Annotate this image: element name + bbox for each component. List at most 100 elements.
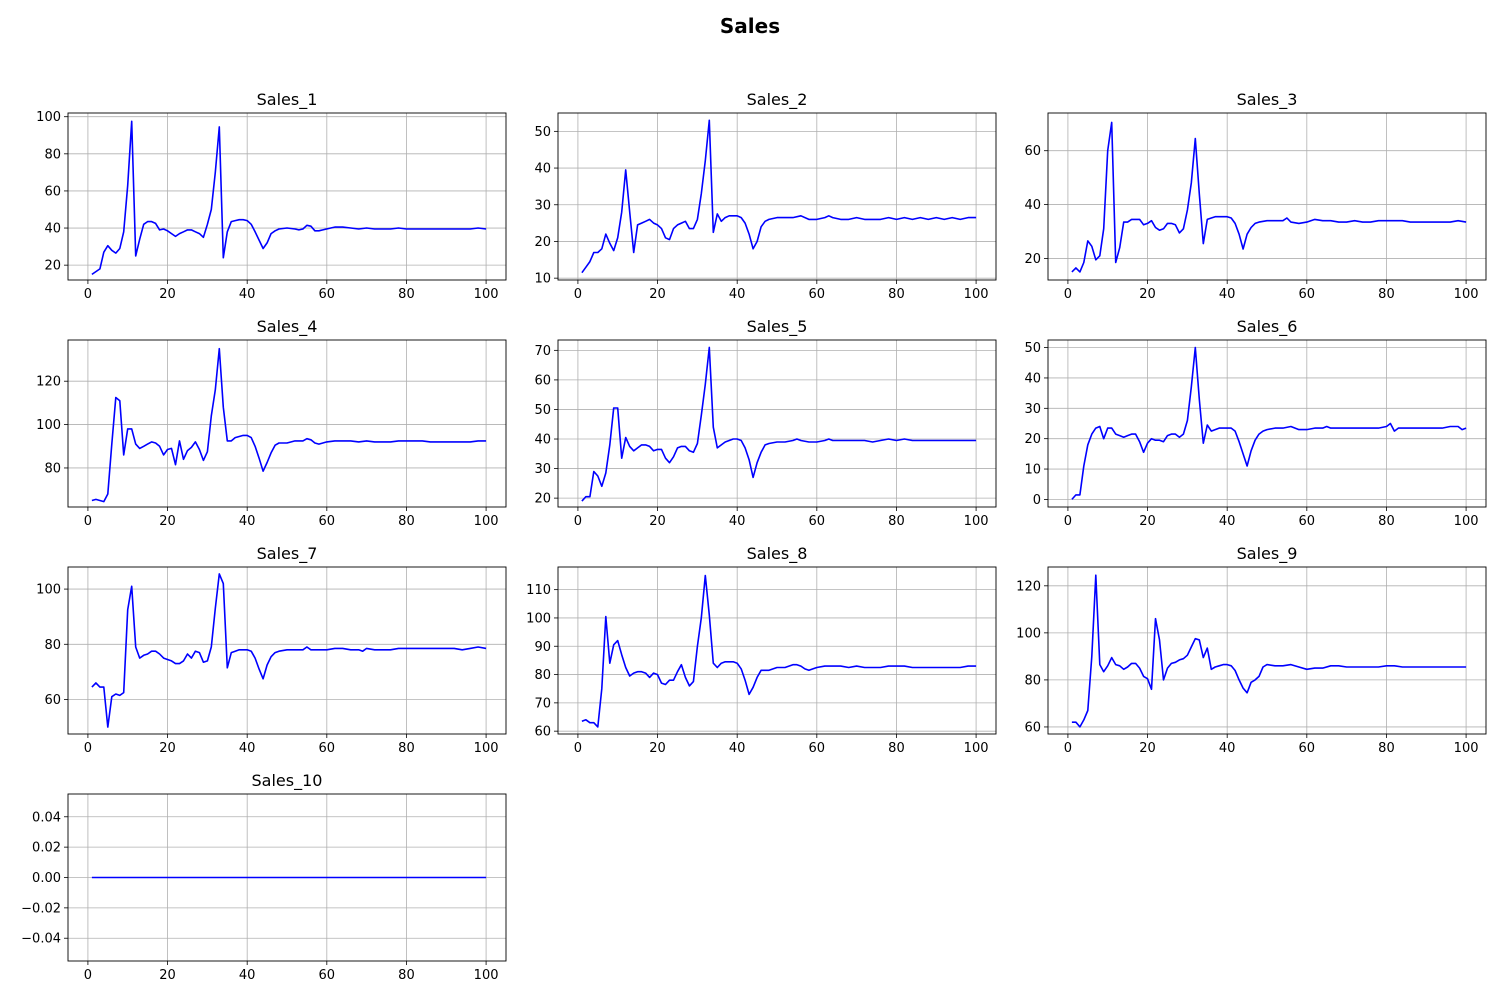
y-tick-label: 80 [44, 638, 61, 653]
x-tick-label: 40 [239, 968, 256, 983]
series-line [1071, 121, 1467, 273]
axes-frame [557, 112, 997, 281]
series-line [1071, 346, 1467, 500]
y-tick-label: 0.00 [32, 871, 61, 886]
x-tick-label: 60 [809, 514, 826, 529]
x-tick-label: 100 [1454, 514, 1479, 529]
y-tick-label: 100 [526, 611, 551, 626]
x-tick-label: 0 [574, 741, 582, 756]
x-tick-label: 20 [159, 287, 176, 302]
series-line [91, 347, 487, 503]
y-tick-label: −0.04 [21, 932, 61, 947]
y-tick-label: 100 [36, 583, 61, 598]
x-tick-label: 0 [1064, 287, 1072, 302]
x-tick-label: 40 [729, 287, 746, 302]
series-line [91, 120, 487, 276]
y-tick-label: 60 [1024, 144, 1041, 159]
subplot-title: Sales_3 [1237, 90, 1298, 110]
x-tick-label: 80 [888, 741, 905, 756]
x-tick-label: 20 [1139, 287, 1156, 302]
x-tick-label: 40 [1219, 514, 1236, 529]
x-tick-label: 0 [1064, 741, 1072, 756]
x-tick-label: 40 [239, 514, 256, 529]
x-tick-label: 40 [729, 514, 746, 529]
x-tick-label: 80 [888, 514, 905, 529]
subplot-8: 0 20 40 60 80 100 60 70 80 90 100 110 Sales_8 [526, 544, 997, 756]
y-tick-label: 120 [1016, 579, 1041, 594]
x-tick-label: 20 [1139, 741, 1156, 756]
x-tick-label: 80 [1378, 514, 1395, 529]
y-tick-label: 30 [534, 462, 551, 477]
y-tick-label: 100 [36, 418, 61, 433]
y-tick-label: 20 [44, 259, 61, 274]
axes-frame [557, 339, 997, 508]
subplot-1: 0 20 40 60 80 100 20 40 60 80 100 Sales_1 [36, 90, 507, 302]
x-tick-label: 20 [649, 287, 666, 302]
subplot-title: Sales_2 [747, 90, 808, 110]
y-tick-label: 90 [534, 640, 551, 655]
y-tick-label: 40 [44, 222, 61, 237]
x-tick-label: 80 [1378, 287, 1395, 302]
y-tick-label: 80 [44, 461, 61, 476]
y-tick-label: 20 [534, 492, 551, 507]
x-tick-label: 20 [649, 514, 666, 529]
x-tick-label: 60 [319, 287, 336, 302]
x-tick-label: 80 [398, 741, 415, 756]
y-tick-label: 120 [36, 375, 61, 390]
series-line [581, 119, 977, 274]
x-tick-label: 80 [1378, 741, 1395, 756]
figure-title: Sales [719, 14, 781, 38]
series-line [91, 573, 487, 728]
subplot-title: Sales_10 [252, 771, 323, 791]
y-tick-label: 0.04 [32, 810, 61, 825]
y-tick-label: 20 [1024, 252, 1041, 267]
x-tick-label: 0 [574, 514, 582, 529]
y-tick-label: 30 [1024, 402, 1041, 417]
axes-frame [557, 566, 997, 735]
subplot-10: 0 20 40 60 80 100 −0.04 −0.02 0.00 0.02 0.04 Sales_… [21, 771, 507, 983]
y-tick-label: 70 [534, 696, 551, 711]
x-tick-label: 100 [474, 287, 499, 302]
x-tick-label: 0 [84, 287, 92, 302]
subplot-4: 0 20 40 60 80 100 80 100 120 Sales_4 [36, 317, 507, 529]
x-tick-label: 60 [319, 968, 336, 983]
x-tick-label: 60 [319, 514, 336, 529]
y-tick-label: 40 [1024, 198, 1041, 213]
axes-frame [1047, 566, 1487, 735]
y-tick-label: 40 [1024, 371, 1041, 386]
y-tick-label: 60 [534, 373, 551, 388]
x-tick-label: 0 [84, 741, 92, 756]
x-tick-label: 60 [1299, 287, 1316, 302]
y-tick-label: 60 [44, 184, 61, 199]
x-tick-label: 0 [84, 968, 92, 983]
subplot-2: 0 20 40 60 80 100 10 20 30 40 50 Sales_2 [534, 90, 997, 302]
y-tick-label: 0 [1033, 493, 1041, 508]
x-tick-label: 60 [319, 741, 336, 756]
subplot-7: 0 20 40 60 80 100 60 80 100 Sales_7 [36, 544, 507, 756]
y-tick-label: 40 [534, 433, 551, 448]
y-tick-label: 70 [534, 344, 551, 359]
x-tick-label: 40 [239, 287, 256, 302]
x-tick-label: 40 [1219, 741, 1236, 756]
y-tick-label: 0.02 [32, 841, 61, 856]
y-tick-label: 20 [1024, 432, 1041, 447]
x-tick-label: 100 [964, 287, 989, 302]
x-tick-label: 100 [474, 514, 499, 529]
x-tick-label: 80 [398, 968, 415, 983]
y-tick-label: 60 [1024, 720, 1041, 735]
subplot-9: 0 20 40 60 80 100 60 80 100 120 Sales_9 [1016, 544, 1487, 756]
axes-frame [67, 793, 507, 962]
y-tick-label: 10 [1024, 463, 1041, 478]
x-tick-label: 100 [964, 741, 989, 756]
subplot-title: Sales_9 [1237, 544, 1298, 564]
y-tick-label: 50 [534, 125, 551, 140]
axes-frame [1047, 339, 1487, 508]
x-tick-label: 20 [159, 514, 176, 529]
x-tick-label: 100 [1454, 741, 1479, 756]
axes-frame [67, 566, 507, 735]
subplot-title: Sales_8 [747, 544, 808, 564]
series-line [581, 346, 977, 502]
x-tick-label: 100 [964, 514, 989, 529]
x-tick-label: 20 [1139, 514, 1156, 529]
